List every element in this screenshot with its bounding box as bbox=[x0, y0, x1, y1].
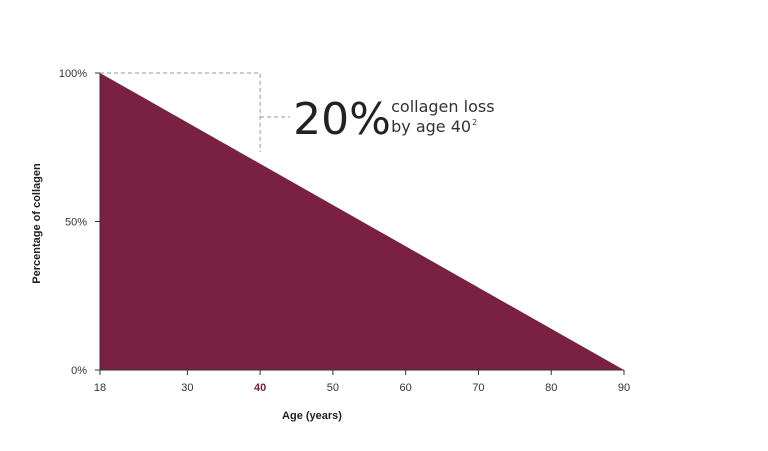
collagen-area-0 bbox=[100, 73, 624, 370]
x-tick-label-60: 60 bbox=[400, 382, 412, 394]
x-tick-label-90: 90 bbox=[618, 382, 630, 394]
annotation-dashed-line bbox=[100, 72, 291, 152]
annotation-percent: 20% bbox=[293, 94, 391, 145]
annotation-line-2: by age 402 bbox=[391, 117, 477, 136]
y-tick-label-50: 50% bbox=[65, 217, 87, 229]
y-tick-label-100: 100% bbox=[59, 68, 87, 80]
x-tick-label-18: 18 bbox=[94, 382, 106, 394]
annotation-line-2-text: by age 40 bbox=[391, 117, 471, 136]
annotation-layer: 20% collagen loss by age 402 bbox=[100, 72, 495, 152]
x-tick-label-30: 30 bbox=[181, 382, 193, 394]
axis-layer: 18 30 40 50 60 70 80 90 0% 50% 100% bbox=[59, 68, 630, 394]
x-tick-label-50: 50 bbox=[327, 382, 339, 394]
x-axis-title: Age (years) bbox=[282, 410, 342, 422]
annotation-superscript: 2 bbox=[472, 118, 477, 127]
y-axis-title: Percentage of collagen bbox=[31, 163, 43, 284]
x-tick-label-80: 80 bbox=[545, 382, 557, 394]
annotation-line-1: collagen loss bbox=[391, 97, 494, 116]
area-layer bbox=[100, 73, 624, 370]
x-tick-label-70: 70 bbox=[472, 382, 484, 394]
x-tick-label-40: 40 bbox=[254, 382, 266, 394]
y-tick-label-0: 0% bbox=[71, 365, 87, 377]
